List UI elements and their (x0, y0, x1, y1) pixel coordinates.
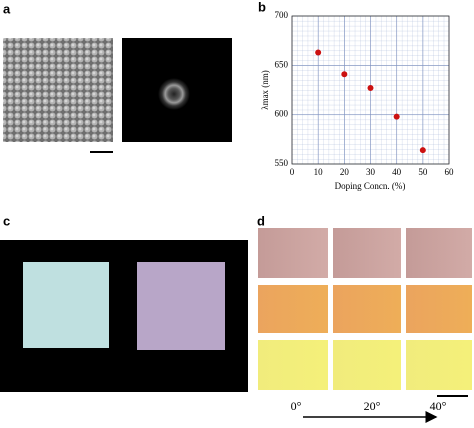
x-tick-label: 60 (445, 167, 455, 177)
color-tile (258, 285, 328, 333)
panel-label: a (3, 1, 11, 16)
color-tile (333, 228, 401, 278)
data-point (315, 49, 322, 56)
data-point (341, 71, 348, 78)
x-tick-label: 40 (392, 167, 402, 177)
panel-label: b (258, 0, 266, 14)
color-tile (333, 340, 401, 390)
x-tick-label: 0 (290, 167, 295, 177)
panel-label: c (3, 213, 10, 228)
fft-ring (158, 78, 190, 110)
y-tick-label: 600 (275, 109, 289, 119)
x-tick-label: 20 (340, 167, 350, 177)
angle-label: 20° (364, 399, 381, 413)
data-point (393, 113, 400, 120)
angle-label: 0° (291, 399, 302, 413)
y-axis-label: λmax (nm) (260, 70, 270, 110)
y-tick-label: 650 (275, 59, 289, 69)
data-point (367, 85, 374, 92)
angle-label: 40° (430, 399, 447, 413)
color-tile (258, 228, 328, 278)
color-tile (333, 285, 401, 333)
x-axis-label: Doping Concn. (%) (335, 181, 406, 191)
color-grid (258, 228, 472, 390)
color-tile (406, 285, 472, 333)
plot-frame (291, 15, 450, 165)
sem-image (3, 38, 113, 142)
color-tile (406, 228, 472, 278)
x-tick-label: 10 (314, 167, 324, 177)
data-point (419, 147, 426, 154)
y-tick-label: 550 (275, 158, 289, 168)
panel-label: d (257, 213, 265, 228)
x-tick-label: 50 (418, 167, 428, 177)
y-tick-label: 700 (275, 10, 289, 20)
color-tile (406, 340, 472, 390)
film-sample (137, 262, 225, 350)
color-tile (258, 340, 328, 390)
x-tick-label: 30 (366, 167, 376, 177)
film-sample (23, 262, 109, 348)
